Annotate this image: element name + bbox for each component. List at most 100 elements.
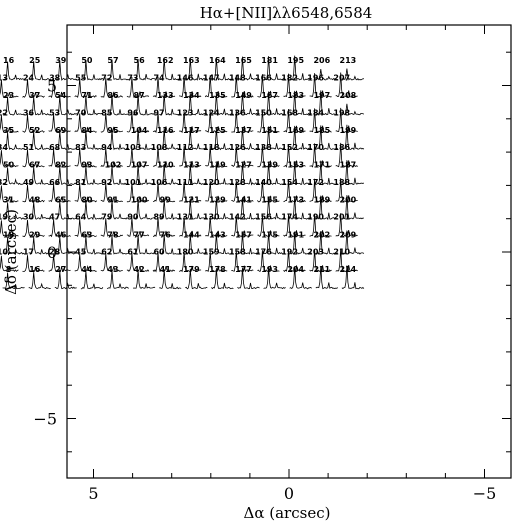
fiber-label: 146 — [177, 73, 194, 82]
fiber-label: 63 — [81, 230, 92, 239]
fiber-label: 182 — [281, 73, 298, 82]
fiber-spectrum — [80, 130, 104, 150]
fiber-label: 159 — [203, 248, 220, 257]
fiber-label: 211 — [313, 265, 330, 274]
fiber-spectrum — [106, 59, 130, 81]
fiber-label: 41 — [160, 265, 172, 274]
fiber-label: 94 — [101, 143, 113, 152]
fiber-label: 199 — [340, 126, 357, 135]
fiber-label: 67 — [29, 161, 40, 170]
fiber-label: 86 — [107, 91, 119, 100]
fiber-label: 121 — [183, 195, 200, 204]
fiber-label: 104 — [131, 126, 148, 135]
fiber-label: 196 — [307, 73, 324, 82]
fiber-label: 54 — [55, 91, 67, 100]
fiber-spectrum — [0, 150, 19, 168]
fiber-label: 39 — [55, 56, 67, 65]
fiber-label: 35 — [3, 126, 15, 135]
fiber-label: 177 — [235, 265, 252, 274]
fiber-label: 173 — [287, 195, 304, 204]
fiber-label: 36 — [23, 108, 35, 117]
fiber-label: 44 — [81, 265, 93, 274]
fiber-spectrum — [2, 272, 25, 290]
fiber-spectrum — [315, 125, 339, 151]
fiber-label: 164 — [209, 56, 226, 65]
fiber-spectrum — [263, 161, 286, 185]
fiber-label: 108 — [151, 143, 168, 152]
fiber-spectrum — [22, 114, 45, 134]
fiber-label: 102 — [105, 161, 122, 170]
fiber-label: 183 — [287, 91, 304, 100]
fiber-spectrum — [54, 166, 77, 186]
fiber-label: 51 — [23, 143, 35, 152]
fiber-spectrum — [289, 196, 312, 220]
fiber-label: 16 — [29, 265, 41, 274]
fiber-label: 27 — [55, 265, 66, 274]
fiber-label: 179 — [183, 265, 200, 274]
fiber-spectrum — [237, 126, 260, 151]
fiber-label: 77 — [134, 230, 145, 239]
fiber-spectrum — [185, 93, 208, 116]
fiber-spectrum — [341, 195, 364, 220]
fiber-spectrum — [48, 184, 71, 203]
fiber-spectrum — [159, 234, 182, 255]
fiber-label: 191 — [287, 230, 304, 239]
fiber-label: 128 — [229, 178, 246, 187]
fiber-label: 73 — [127, 73, 138, 82]
fiber-spectrum — [133, 199, 156, 220]
fiber-label: 148 — [229, 73, 246, 82]
fiber-spectrum — [237, 162, 260, 186]
fiber-label: 172 — [307, 178, 324, 187]
fiber-label: 34 — [0, 143, 8, 152]
fiber-label: 178 — [209, 265, 226, 274]
fiber-label: 166 — [255, 73, 272, 82]
fiber-label: 140 — [255, 178, 272, 187]
fiber-spectrum — [289, 266, 312, 290]
fiber-spectrum — [22, 149, 45, 168]
y-tick-label: 0 — [47, 243, 57, 262]
fiber-label: 43 — [107, 265, 118, 274]
fiber-label: 117 — [183, 126, 200, 135]
fiber-label: 92 — [101, 178, 112, 187]
fiber-spectrum — [289, 161, 312, 185]
fiber-label: 113 — [183, 161, 200, 170]
fiber-label: 162 — [157, 56, 174, 65]
y-tick-label: 5 — [47, 77, 57, 96]
fiber-spectrum — [74, 183, 98, 203]
fiber-label: 87 — [134, 91, 145, 100]
fiber-spectrum — [28, 61, 52, 81]
fiber-label: 180 — [177, 248, 194, 257]
fiber-spectrum — [2, 61, 25, 81]
fiber-spectrum — [132, 58, 156, 81]
fiber-spectrum — [315, 195, 338, 221]
fiber-label: 141 — [235, 195, 252, 204]
fiber-label: 170 — [307, 143, 324, 152]
fiber-label: 65 — [55, 195, 67, 204]
fiber-spectrum — [289, 90, 312, 116]
fiber-label: 29 — [29, 230, 41, 239]
fiber-label: 169 — [287, 126, 304, 135]
fiber-label: 201 — [333, 213, 350, 222]
fiber-label: 126 — [229, 143, 246, 152]
fiber-label: 56 — [134, 56, 146, 65]
fiber-label: 70 — [75, 108, 87, 117]
fiber-label: 69 — [55, 126, 67, 135]
fiber-label: 93 — [81, 161, 92, 170]
fiber-label: 139 — [261, 161, 278, 170]
fiber-spectrum — [2, 97, 25, 116]
fiber-label: 124 — [203, 108, 220, 117]
fiber-label: 136 — [229, 108, 246, 117]
fiber-spectrum — [22, 219, 45, 237]
fiber-label: 189 — [313, 195, 330, 204]
fiber-label: 37 — [29, 91, 40, 100]
fiber-spectrum — [54, 60, 77, 81]
fiber-label: 138 — [255, 143, 272, 152]
fiber-spectrum — [132, 129, 156, 151]
fiber-label: 57 — [107, 56, 118, 65]
fiber-label: 25 — [29, 56, 41, 65]
fiber-label: 188 — [333, 178, 350, 187]
fiber-label: 91 — [107, 195, 119, 204]
fiber-spectrum — [80, 95, 104, 116]
fiber-spectrum — [0, 115, 19, 133]
fiber-spectrum — [106, 270, 130, 290]
